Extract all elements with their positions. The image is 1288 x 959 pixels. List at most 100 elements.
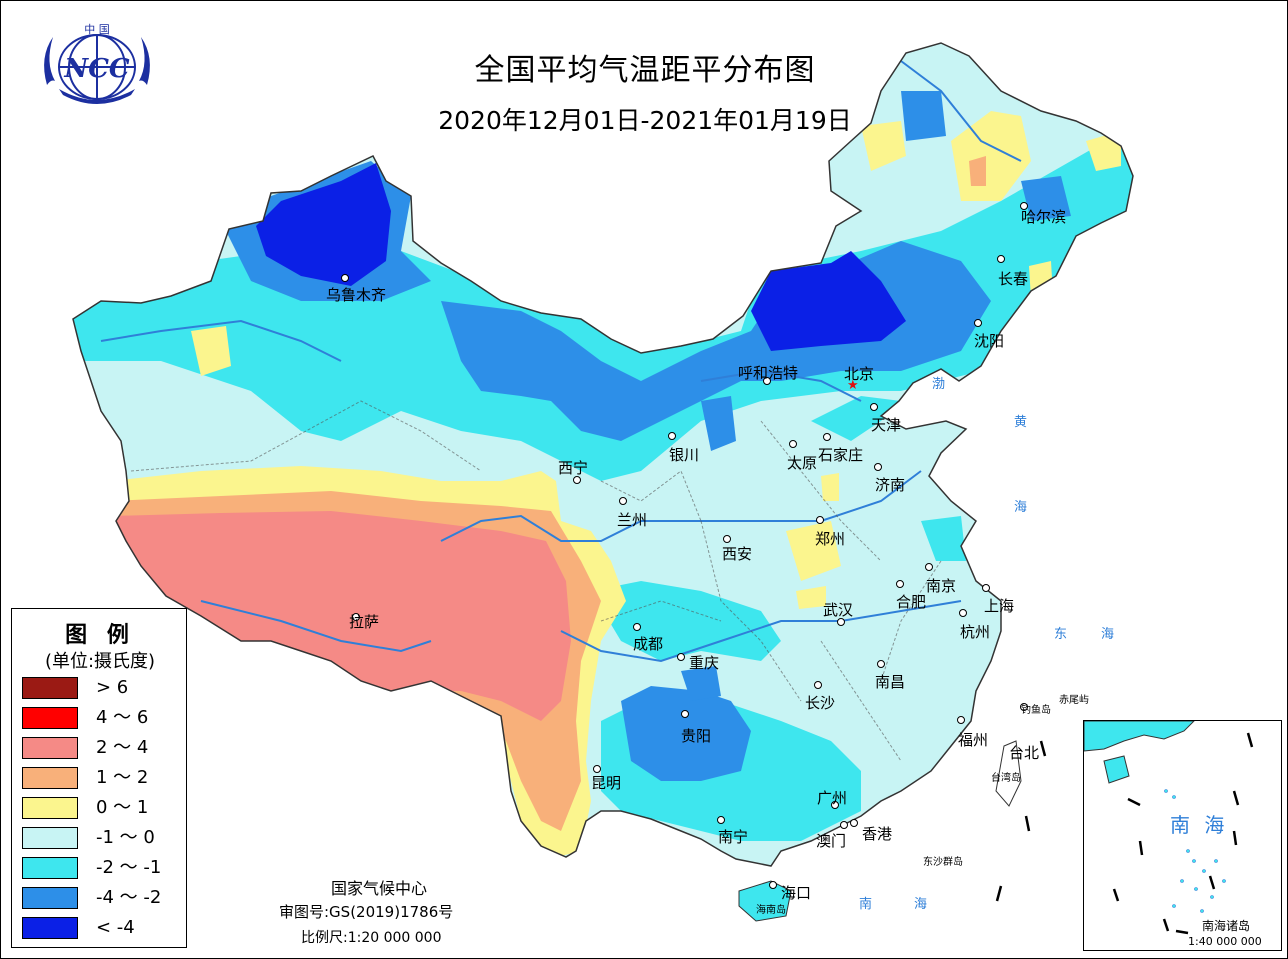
legend-swatch [22, 887, 78, 909]
legend-swatch [22, 677, 78, 699]
city-marker-icon [816, 516, 824, 524]
city-marker-icon [959, 609, 967, 617]
city-label-jinan: 济南 [875, 476, 906, 494]
legend-item: < -4 [22, 917, 182, 941]
legend-label: 2 ～ 4 [96, 737, 149, 758]
city-label-macau: 澳门 [816, 832, 847, 850]
city-marker-icon [814, 681, 822, 689]
city-label-fuzhou: 福州 [958, 731, 989, 749]
city-marker-icon [877, 660, 885, 668]
city-label-wuhan: 武汉 [823, 601, 854, 619]
legend-item: > 6 [22, 677, 182, 701]
legend-label: 1 ～ 2 [96, 767, 149, 788]
city-marker-icon [341, 274, 349, 282]
legend-label: > 6 [96, 677, 129, 698]
city-label-nanchang: 南昌 [875, 673, 906, 691]
city-label-hohhot: 呼和浩特 [738, 364, 799, 382]
city-marker-icon [677, 653, 685, 661]
city-marker-icon [982, 584, 990, 592]
city-marker-icon [874, 463, 882, 471]
city-label-lanzhou: 兰州 [617, 511, 648, 529]
legend-item: 0 ～ 1 [22, 797, 182, 821]
label-dongsha: 东沙群岛 [923, 857, 963, 868]
inset-islands-label: 南海诸岛 [1202, 919, 1251, 933]
city-label-beijing: 北京 [844, 365, 875, 383]
label-chiwei: 赤尾屿 [1059, 695, 1089, 706]
city-marker-icon [789, 440, 797, 448]
logo-top-text: 中 国 [84, 23, 110, 36]
city-label-urumqi: 乌鲁木齐 [326, 286, 387, 304]
legend-unit: (单位:摄氏度) [44, 651, 156, 672]
inset-scale: 1:40 000 000 [1188, 935, 1262, 948]
inset-map [1084, 721, 1254, 935]
ncc-logo: 中 国 NCC [44, 23, 150, 104]
city-label-hongkong: 香港 [862, 825, 893, 843]
city-marker-icon [593, 765, 601, 773]
map-legend: 图 例 (单位:摄氏度) > 6 4 ～ 6 2 ～ 4 1 ～ 2 0 ～ 1 -1 ～… [11, 608, 187, 948]
label-taiwan-island: 台湾岛 [991, 773, 1021, 784]
city-label-nanjing: 南京 [926, 577, 957, 595]
city-marker-icon [573, 476, 581, 484]
legend-item: 1 ～ 2 [22, 767, 182, 791]
legend-swatch [22, 707, 78, 729]
city-label-shenyang: 沈阳 [974, 332, 1005, 350]
sea-label-donghai: 海 [1101, 627, 1115, 642]
sea-label-nanhai: 海 [914, 897, 928, 912]
city-label-changchun: 长春 [998, 270, 1029, 288]
city-label-taipei: 台北 [1009, 744, 1040, 762]
city-marker-icon [619, 497, 627, 505]
city-label-chongqing: 重庆 [689, 654, 720, 672]
legend-item: -1 ～ 0 [22, 827, 182, 851]
city-label-zhengzhou: 郑州 [815, 530, 846, 548]
map-title: 全国平均气温距平分布图 [474, 53, 816, 88]
legend-label: < -4 [96, 917, 135, 938]
city-label-lhasa: 拉萨 [349, 613, 380, 631]
city-label-changsha: 长沙 [805, 694, 836, 712]
legend-title: 图 例 [65, 623, 135, 648]
city-label-xining: 西宁 [558, 459, 589, 477]
city-marker-icon [717, 816, 725, 824]
sea-label-dong: 东 [1054, 627, 1068, 642]
city-label-shijiazhuang: 石家庄 [818, 446, 864, 464]
legend-label: -1 ～ 0 [96, 827, 155, 848]
legend-label: 0 ～ 1 [96, 797, 149, 818]
city-marker-icon [723, 535, 731, 543]
city-marker-icon [763, 377, 771, 385]
sea-label-huanghai: 海 [1014, 500, 1028, 515]
city-label-taiyuan: 太原 [787, 454, 818, 472]
city-label-nanning: 南宁 [718, 828, 749, 846]
city-marker-icon [681, 710, 689, 718]
legend-swatch [22, 767, 78, 789]
legend-label: -2 ～ -1 [96, 857, 162, 878]
legend-item: -2 ～ -1 [22, 857, 182, 881]
sea-label-huang: 黄 [1014, 415, 1028, 430]
sea-label-nan: 南 [859, 897, 873, 912]
city-marker-icon [823, 433, 831, 441]
city-marker-icon [925, 563, 933, 571]
legend-swatch [22, 917, 78, 939]
sea-label-bohai: 渤 [932, 377, 946, 392]
legend-swatch [22, 737, 78, 759]
legend-swatch [22, 827, 78, 849]
city-label-kunming: 昆明 [591, 774, 622, 792]
map-subtitle: 2020年12月01日-2021年01月19日 [438, 106, 852, 135]
legend-item: 4 ～ 6 [22, 707, 182, 731]
city-marker-icon [840, 821, 848, 829]
city-marker-icon [997, 255, 1005, 263]
city-marker-icon [850, 819, 858, 827]
logo-text: NCC [63, 54, 129, 84]
footer-review-number: 审图号:GS(2019)1786号 [279, 903, 454, 921]
city-label-harbin: 哈尔滨 [1021, 208, 1067, 226]
capital-star-icon: ★ [847, 378, 859, 393]
city-label-chengdu: 成都 [633, 635, 664, 653]
south-china-sea-inset: 南 海 南海诸岛 1:40 000 000 [1083, 720, 1282, 951]
city-marker-icon [1020, 703, 1028, 711]
city-label-yinchuan: 银川 [669, 446, 700, 464]
legend-item: 2 ～ 4 [22, 737, 182, 761]
city-marker-icon [352, 613, 360, 621]
inset-label: 南 海 [1170, 813, 1229, 837]
label-diaoyu: 钓鱼岛 [1021, 705, 1051, 716]
city-marker-icon [769, 881, 777, 889]
